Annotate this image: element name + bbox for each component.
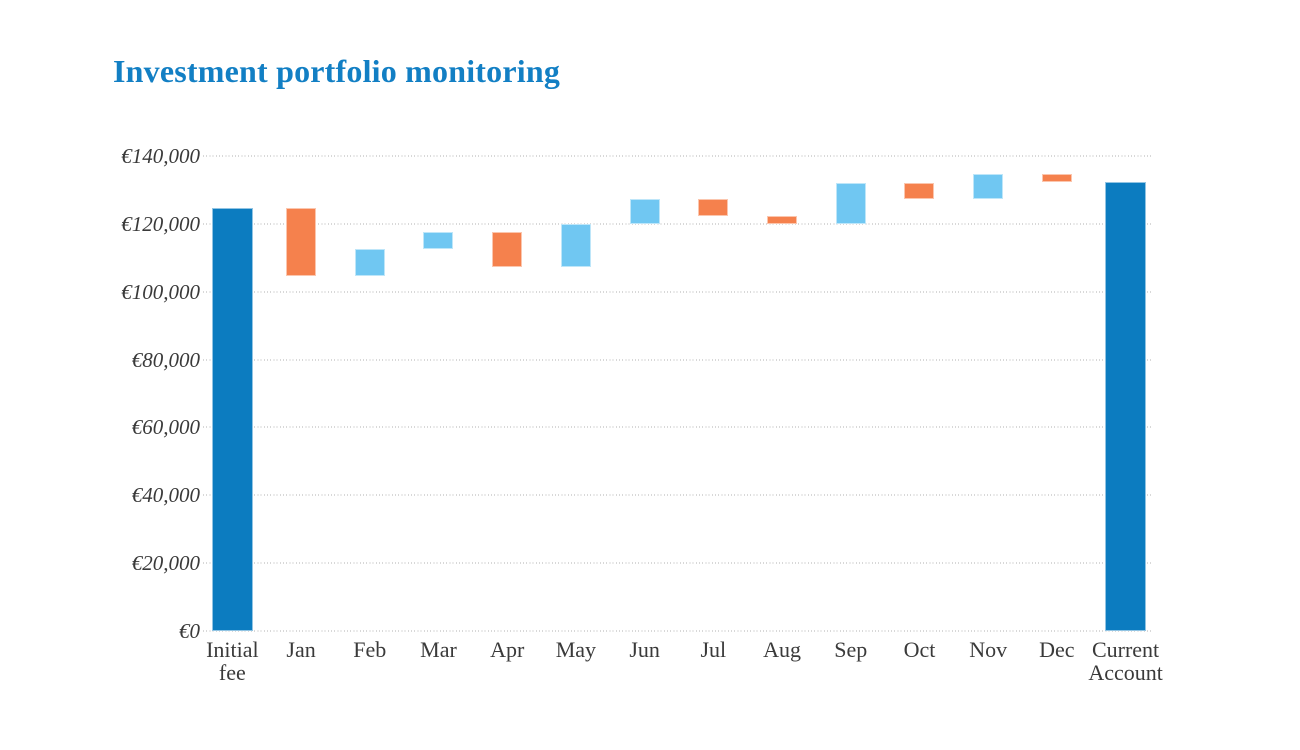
x-axis-label-line: Jun (629, 637, 660, 662)
gridline-120000 (203, 222, 1153, 225)
x-axis-label-sep: Sep (785, 638, 917, 661)
x-axis-label-line: Dec (1039, 637, 1075, 662)
chart-title: Investment portfolio monitoring (113, 53, 561, 89)
x-axis-label-line: fee (218, 660, 246, 685)
x-axis-label-oct: Oct (853, 638, 985, 661)
x-axis-label-line: Jul (700, 637, 727, 662)
y-axis-tick-label: €20,000 (131, 551, 200, 576)
x-axis-label-aug: Aug (716, 638, 848, 661)
gridline-60000 (203, 426, 1153, 429)
bar-initial-fee[interactable] (211, 207, 253, 631)
x-axis-label-line: May (555, 637, 597, 662)
bar-jul[interactable] (698, 199, 729, 217)
x-axis-label-line: Oct (903, 637, 936, 662)
x-axis-label-line: Feb (353, 637, 387, 662)
x-axis-label-dec: Dec (991, 638, 1123, 661)
x-axis-label-line: Aug (763, 637, 801, 662)
x-axis-label-line: Initial (206, 637, 259, 662)
x-axis-label-current-account: Current Account (1060, 638, 1192, 684)
x-axis-label-line: Apr (490, 637, 525, 662)
bar-jan[interactable] (286, 207, 317, 276)
gridline-80000 (203, 358, 1153, 361)
y-axis-tick-label: €80,000 (131, 347, 200, 372)
x-axis-label-line: Current (1091, 637, 1160, 662)
y-axis-tick-label: €0 (179, 619, 200, 643)
x-axis-label-may: May (510, 638, 642, 661)
bar-aug[interactable] (767, 216, 798, 225)
y-axis-tick-label: €100,000 (121, 279, 200, 304)
x-axis-label-mar: Mar (372, 638, 504, 661)
x-axis-label-jun: Jun (579, 638, 711, 661)
bar-may[interactable] (560, 224, 591, 267)
gridline-140000 (203, 155, 1153, 157)
bar-oct[interactable] (904, 182, 935, 200)
bar-current-account[interactable] (1105, 181, 1147, 631)
gridline-0 (203, 630, 1153, 632)
bar-feb[interactable] (354, 249, 385, 276)
gridline-20000 (203, 562, 1153, 565)
y-axis-tick-label: €40,000 (131, 483, 200, 508)
x-axis-label-line: Mar (420, 637, 457, 662)
x-axis-label-jul: Jul (647, 638, 779, 661)
x-axis-label-line: Nov (969, 637, 1008, 662)
bar-sep[interactable] (835, 182, 866, 225)
gridline-40000 (203, 494, 1153, 497)
x-axis-label-initial-fee: Initial fee (166, 638, 298, 684)
x-axis-label-jan: Jan (235, 638, 367, 661)
x-axis-label-apr: Apr (441, 638, 573, 661)
x-axis-label-feb: Feb (304, 638, 436, 661)
bar-dec[interactable] (1041, 173, 1072, 182)
x-axis-label-line: Jan (286, 637, 316, 662)
y-axis-tick-label: €60,000 (131, 415, 200, 440)
bar-mar[interactable] (423, 232, 454, 250)
y-axis-tick-label: €140,000 (121, 144, 200, 168)
gridline-100000 (203, 290, 1153, 293)
x-axis-label-line: Sep (834, 637, 868, 662)
bar-nov[interactable] (973, 173, 1004, 200)
x-axis-label-nov: Nov (922, 638, 1054, 661)
x-axis-label-line: Account (1088, 660, 1163, 685)
bar-jun[interactable] (629, 199, 660, 225)
y-axis-tick-label: €120,000 (121, 211, 200, 236)
bar-apr[interactable] (492, 232, 523, 267)
